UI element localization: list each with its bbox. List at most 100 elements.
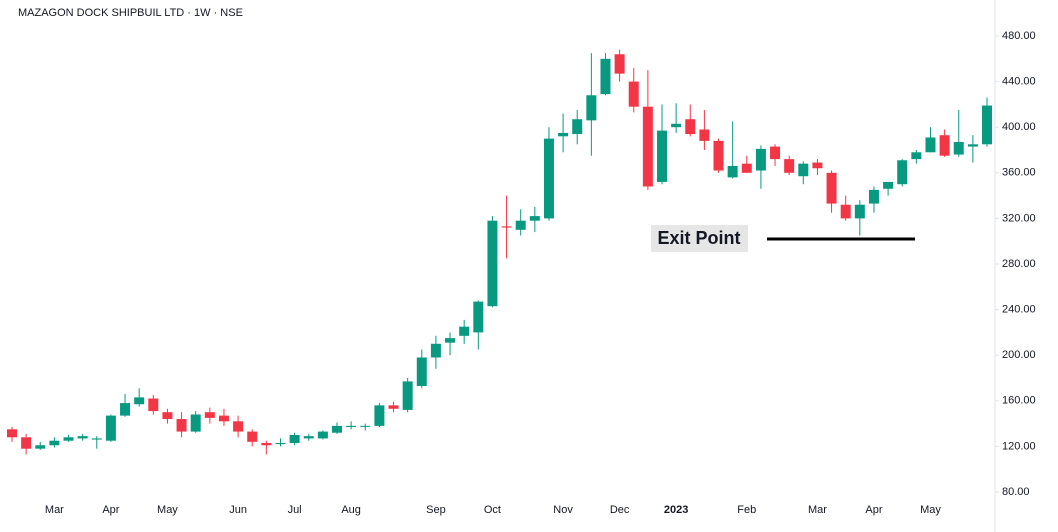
y-tick-label: 160.00 [1002,395,1036,407]
y-tick-label: 200.00 [1002,349,1036,361]
candle-body [953,142,964,155]
x-tick-label: May [157,504,178,516]
candle-body [529,216,540,221]
y-tick-label: 240.00 [1002,304,1036,316]
x-tick-label: May [920,504,941,516]
candle-body [317,431,328,439]
candle-body [741,163,752,173]
candle-body [854,204,865,219]
candle-body [77,436,88,439]
annotation: Exit Point [657,228,740,248]
candle-body [233,421,244,432]
candle-body [275,442,286,445]
x-tick-label: Jun [229,504,247,516]
candle-body [671,123,682,128]
candle-body [939,135,950,156]
x-tick-label: Sep [426,504,446,516]
candle-body [628,81,639,107]
candle-body [120,403,131,416]
candle-body [247,431,258,442]
candle-body [49,440,60,446]
candle-body [642,106,653,187]
x-tick-label: Apr [102,504,119,516]
candle-body [332,425,342,433]
candle-body [346,425,357,428]
candle-body [897,160,908,185]
candle-body [515,220,526,230]
x-tick-label: Apr [865,504,882,516]
candle-body [883,181,894,189]
candle-body [727,165,738,178]
y-tick-label: 80.00 [1002,486,1030,498]
candle-body [699,129,710,141]
candle-body [487,220,498,307]
candle-body [473,301,484,333]
candle-body [911,152,922,160]
candle-body [685,119,696,135]
candle-body [430,343,441,358]
candle-body [176,419,187,432]
candle-body [543,138,554,219]
candle-body [840,204,851,219]
candle-body [657,130,667,182]
candle-body [91,438,102,440]
x-tick-label: Dec [610,504,630,516]
x-tick-label: 2023 [664,504,688,516]
candle-body [63,437,74,441]
x-tick-label: Mar [808,504,827,516]
candle-body [925,137,936,153]
candle-body [134,397,145,405]
candle-body [148,398,159,412]
x-tick-label: Oct [484,504,501,516]
candle-body [713,140,724,171]
y-tick-label: 280.00 [1002,258,1036,270]
x-tick-label: Jul [288,504,302,516]
y-tick-label: 360.00 [1002,167,1036,179]
candle-body [614,54,625,74]
candle-body [402,381,413,410]
candle-body [784,159,795,173]
candle-body [35,445,46,449]
chart-title: MAZAGON DOCK SHIPBUIL LTD · 1W · NSE [18,7,243,19]
candle-body [501,226,512,228]
y-tick-label: 120.00 [1002,440,1036,452]
candle-body [360,425,371,427]
candle-body [162,412,173,420]
x-tick-label: Feb [737,504,756,516]
y-tick-label: 400.00 [1002,121,1036,133]
candle-body [190,414,201,432]
x-tick-label: Nov [553,504,573,516]
candle-body [105,415,116,441]
candle-body [586,95,597,121]
y-tick-label: 320.00 [1002,212,1036,224]
candle-body [445,338,456,343]
candle-body [600,58,611,95]
candle-body [982,105,992,145]
candle-body [868,189,879,204]
annotation-box [651,225,748,252]
x-tick-label: Mar [45,504,64,516]
candle-body [770,146,781,160]
candle-body [21,437,32,449]
candle-body [218,415,229,422]
x-tick-label: Aug [341,504,361,516]
candle-body [303,436,314,439]
candle-body [826,172,837,204]
candle-body [558,132,569,137]
candle-body [812,162,823,169]
candle-body [7,429,17,438]
candle-body [388,405,399,409]
candle-body [289,435,300,443]
candle-body [755,148,766,171]
candle-body [204,412,215,418]
candle-body [374,405,385,426]
candle-body [967,144,978,147]
candle-body [572,119,583,135]
candle-body [416,357,427,386]
y-tick-label: 440.00 [1002,76,1036,88]
candle-body [261,442,272,446]
y-tick-label: 480.00 [1002,30,1036,42]
